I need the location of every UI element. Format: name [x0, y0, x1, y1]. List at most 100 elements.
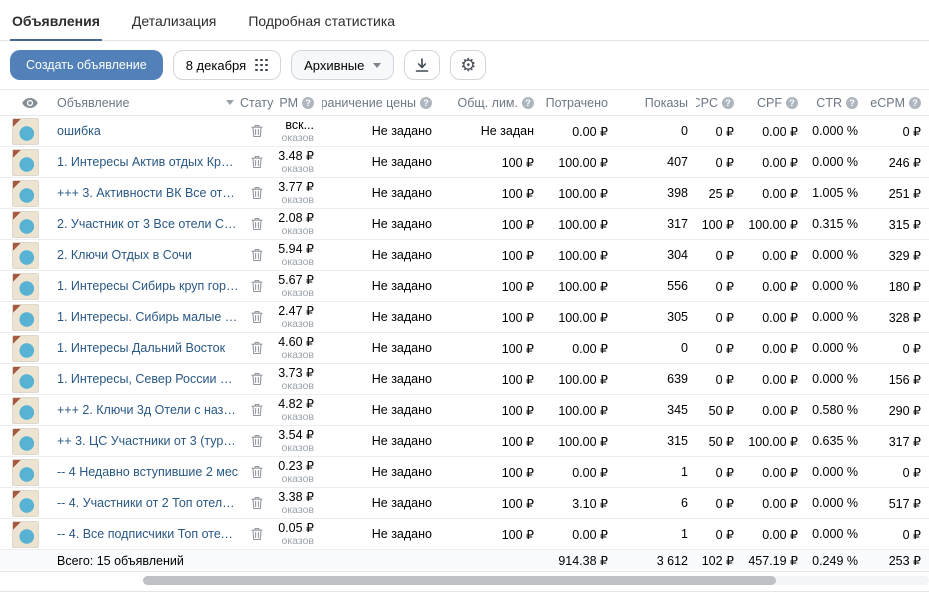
- create-ad-button[interactable]: Создать объявление: [10, 50, 163, 80]
- column-header-status[interactable]: Статус: [240, 95, 274, 110]
- ad-thumbnail[interactable]: [0, 489, 44, 517]
- column-header-price-limit[interactable]: Ограничение цены ?: [322, 96, 440, 110]
- ad-name-link[interactable]: ++ 3. ЦС Участники от 3 (туристы): [57, 434, 240, 448]
- table-body: ошибка вск... оказов Не задано Не задан …: [0, 116, 929, 550]
- column-header-ad[interactable]: Объявление: [44, 96, 240, 110]
- total-limit-cell: 100 ₽: [501, 341, 534, 356]
- ad-thumbnail[interactable]: [0, 210, 44, 238]
- delete-ad-button[interactable]: [240, 186, 274, 200]
- delete-ad-button[interactable]: [240, 248, 274, 262]
- delete-ad-button[interactable]: [240, 279, 274, 293]
- ad-thumbnail[interactable]: [0, 520, 44, 548]
- ad-name-link[interactable]: 1. Интересы Актив отдых Красно...: [57, 155, 240, 169]
- impressions-cell: 639: [667, 372, 688, 386]
- ctr-cell: 0.000 %: [812, 527, 858, 541]
- ad-thumbnail-image: [12, 334, 39, 362]
- delete-ad-button[interactable]: [240, 124, 274, 138]
- delete-ad-button[interactable]: [240, 310, 274, 324]
- ctr-cell: 0.315 %: [812, 217, 858, 231]
- ad-name-link[interactable]: 1. Интересы, Север России МЖ 18+: [57, 372, 240, 386]
- question-icon[interactable]: ?: [846, 96, 858, 109]
- download-icon: [414, 57, 430, 73]
- ad-name-link[interactable]: -- 4. Все подписчики Топ отели ВК: [57, 527, 240, 541]
- price-limit-cell: Не задано: [371, 217, 432, 231]
- delete-ad-button[interactable]: [240, 155, 274, 169]
- column-header-impressions[interactable]: Показы: [644, 95, 688, 110]
- ad-name-link[interactable]: 2. Ключи Отдых в Сочи: [57, 248, 192, 262]
- question-icon[interactable]: ?: [909, 96, 921, 109]
- tab-details[interactable]: Детализация: [131, 13, 217, 29]
- total-limit-cell: 100 ₽: [501, 434, 534, 449]
- delete-ad-button[interactable]: [240, 434, 274, 448]
- question-icon[interactable]: ?: [522, 96, 534, 109]
- column-header-ecpm[interactable]: eCPM ?: [866, 96, 929, 110]
- settings-button[interactable]: ⚙: [450, 50, 487, 80]
- ad-name-link[interactable]: 2. Участник от 3 Все отели Сочи: [57, 217, 240, 231]
- impressions-cell: 6: [681, 496, 688, 510]
- cpm-cell: 5.67 ₽ оказов: [278, 272, 314, 299]
- ad-thumbnail[interactable]: [0, 179, 44, 207]
- scrollbar-thumb[interactable]: [143, 576, 776, 585]
- ad-name-link[interactable]: ошибка: [57, 124, 101, 138]
- ad-thumbnail[interactable]: [0, 272, 44, 300]
- ad-thumbnail[interactable]: [0, 365, 44, 393]
- ad-thumbnail-image: [12, 117, 39, 145]
- ad-thumbnail[interactable]: [0, 303, 44, 331]
- delete-ad-button[interactable]: [240, 217, 274, 231]
- visibility-toggle[interactable]: [0, 97, 44, 108]
- ad-thumbnail[interactable]: [0, 396, 44, 424]
- cpm-cell: 4.82 ₽ оказов: [278, 396, 314, 423]
- export-button[interactable]: [404, 50, 441, 80]
- ad-thumbnail[interactable]: [0, 458, 44, 486]
- question-icon[interactable]: ?: [420, 96, 432, 109]
- ad-thumbnail-image: [12, 179, 39, 207]
- impressions-cell: 407: [667, 155, 688, 169]
- ad-name-link[interactable]: +++ 2. Ключи 3д Отели с названи...: [57, 403, 240, 417]
- tab-ads[interactable]: Объявления: [10, 13, 102, 41]
- cpm-cell: 2.47 ₽ оказов: [278, 303, 314, 330]
- column-header-spent[interactable]: Потрачено: [545, 95, 608, 110]
- ad-thumbnail[interactable]: [0, 427, 44, 455]
- column-header-ecpc[interactable]: eCPC ?: [696, 96, 742, 110]
- delete-ad-button[interactable]: [240, 465, 274, 479]
- question-icon[interactable]: ?: [786, 96, 798, 109]
- ad-thumbnail[interactable]: [0, 117, 44, 145]
- ad-name-link[interactable]: -- 4 Недавно вступившие 2 мес: [57, 465, 239, 479]
- date-picker[interactable]: 8 декабря: [172, 50, 282, 80]
- column-header-ctr[interactable]: CTR ?: [806, 96, 866, 110]
- tab-detailed-stats[interactable]: Подробная статистика: [248, 13, 396, 29]
- table-header: Объявление Статус РМ ? Ограничение цены …: [0, 89, 929, 116]
- ad-thumbnail[interactable]: [0, 334, 44, 362]
- spent-cell: 100.00 ₽: [558, 403, 608, 418]
- impressions-cell: 305: [667, 310, 688, 324]
- column-header-cpf[interactable]: CPF ?: [742, 96, 806, 110]
- question-icon[interactable]: ?: [302, 96, 314, 109]
- delete-ad-button[interactable]: [240, 372, 274, 386]
- ad-name-link[interactable]: +++ 3. Активности ВК Все отели ...: [57, 186, 240, 200]
- sort-desc-icon[interactable]: [226, 100, 234, 105]
- delete-ad-button[interactable]: [240, 527, 274, 541]
- tab-bar: Объявления Детализация Подробная статист…: [0, 0, 929, 41]
- column-header-total-limit[interactable]: Общ. лим. ?: [440, 96, 542, 110]
- archive-filter-dropdown[interactable]: Архивные: [291, 50, 395, 80]
- trash-icon: [251, 341, 263, 355]
- delete-ad-button[interactable]: [240, 496, 274, 510]
- impressions-cell: 315: [667, 434, 688, 448]
- ad-name-link[interactable]: 1. Интересы Сибирь круп города: [57, 279, 240, 293]
- ad-name-link[interactable]: 1. Интересы Дальний Восток: [57, 341, 226, 355]
- ctr-cell: 0.000 %: [812, 124, 858, 138]
- total-limit-cell: 100 ₽: [501, 217, 534, 232]
- price-limit-cell: Не задано: [371, 496, 432, 510]
- spent-cell: 100.00 ₽: [558, 279, 608, 294]
- delete-ad-button[interactable]: [240, 341, 274, 355]
- delete-ad-button[interactable]: [240, 403, 274, 417]
- ad-thumbnail-image: [12, 241, 39, 269]
- column-header-cpm[interactable]: РМ ?: [274, 96, 322, 110]
- ad-thumbnail[interactable]: [0, 148, 44, 176]
- ad-thumbnail[interactable]: [0, 241, 44, 269]
- ecpc-cell: 0 ₽: [715, 465, 734, 480]
- ad-name-link[interactable]: 1. Интересы. Сибирь малые города: [57, 310, 240, 324]
- ecpc-cell: 0 ₽: [715, 372, 734, 387]
- ad-name-link[interactable]: -- 4. Участники от 2 Топ отели ++++: [57, 496, 240, 510]
- question-icon[interactable]: ?: [722, 96, 734, 109]
